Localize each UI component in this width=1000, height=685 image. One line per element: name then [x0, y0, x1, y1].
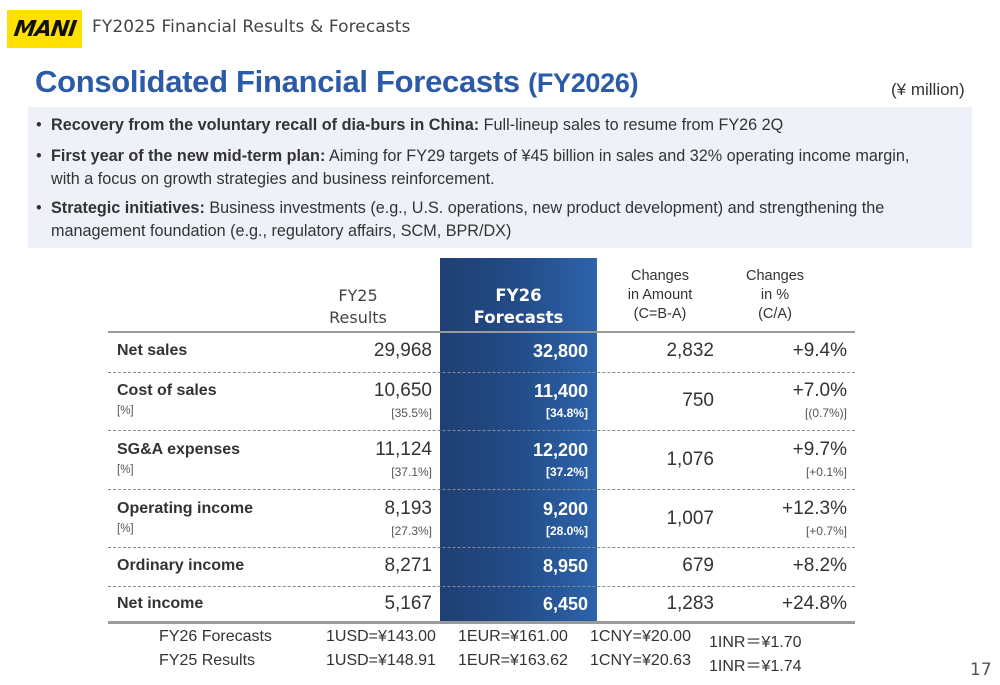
- fy26-value: 8,950: [542, 556, 588, 576]
- bullet-item: • Strategic initiatives: Business invest…: [36, 197, 941, 243]
- fy26-ratio: [37.2%]: [545, 465, 588, 479]
- fx-eur: 1EUR=¥163.62: [458, 652, 568, 669]
- fx-label: FY26 Forecasts: [159, 628, 272, 645]
- fy25-value: 8,193: [384, 498, 432, 519]
- row-label: Net income: [117, 595, 204, 612]
- row-label: Operating income: [117, 500, 254, 517]
- page-title-main: Consolidated Financial Forecasts: [35, 64, 520, 99]
- bullet-text: Aiming for FY29 targets of ¥45 billion i…: [51, 147, 910, 188]
- change-percent: +8.2%: [792, 555, 847, 576]
- fy26-value: 9,200: [542, 499, 588, 519]
- fy25-value: 10,650: [373, 380, 432, 401]
- row-divider: [108, 430, 855, 431]
- change-ratio: [+0.1%]: [805, 465, 847, 479]
- fx-label: FY25 Results: [159, 652, 256, 669]
- bullet-dot-icon: •: [36, 199, 42, 217]
- fy25-value: 8,271: [384, 555, 432, 576]
- fx-inr: 1INR＝¥1.70: [709, 634, 802, 651]
- change-amount: 750: [682, 390, 714, 411]
- header-changes-amount: Changes in Amount (C=B-A): [627, 268, 693, 322]
- row-sub-label: [%]: [117, 405, 134, 417]
- bullet-dot-icon: •: [36, 147, 42, 165]
- row-divider: [108, 547, 855, 548]
- fx-cny: 1CNY=¥20.00: [590, 628, 691, 645]
- page-number: 17: [970, 660, 992, 680]
- header-fy26-forecasts: FY26 Forecasts: [473, 286, 564, 327]
- fy26-value: 32,800: [532, 341, 588, 361]
- page-title-sub: (FY2026): [528, 68, 639, 98]
- fx-usd: 1USD=¥148.91: [326, 652, 436, 669]
- change-amount: 1,007: [666, 508, 714, 529]
- row-label: Cost of sales: [117, 382, 217, 399]
- change-amount: 1,076: [666, 449, 714, 470]
- header-fy25-results: FY25 Results: [329, 286, 387, 327]
- change-percent: +9.4%: [792, 340, 847, 361]
- fy26-value: 12,200: [532, 440, 588, 460]
- fy25-value: 11,124: [375, 439, 432, 460]
- table-bottom-border: [108, 621, 855, 624]
- bullet-heading: First year of the new mid-term plan:: [51, 147, 326, 165]
- change-amount: 679: [682, 555, 714, 576]
- header-changes-percent: Changes in % (C/A): [745, 268, 805, 322]
- fy25-ratio: [37.1%]: [391, 465, 432, 479]
- bullet-item: • Recovery from the voluntary recall of …: [36, 114, 941, 137]
- change-percent: +12.3%: [782, 498, 847, 519]
- fy25-ratio: [35.5%]: [391, 406, 432, 420]
- bullet-heading: Recovery from the voluntary recall of di…: [51, 116, 480, 134]
- change-amount: 1,283: [666, 593, 714, 614]
- bullet-text: Business investments (e.g., U.S. operati…: [51, 199, 885, 240]
- change-ratio: [+0.7%]: [805, 524, 847, 538]
- row-divider: [108, 489, 855, 490]
- fy26-value: 6,450: [542, 594, 588, 614]
- change-percent: +24.8%: [782, 593, 847, 614]
- row-divider: [108, 372, 855, 373]
- row-label: Ordinary income: [117, 557, 245, 574]
- bullet-text: Full-lineup sales to resume from FY26 2Q: [479, 116, 784, 134]
- page-title: Consolidated Financial Forecasts (FY2026…: [35, 64, 639, 100]
- row-sub-label: [%]: [117, 464, 134, 476]
- fx-usd: 1USD=¥143.00: [326, 628, 436, 645]
- fx-cny: 1CNY=¥20.63: [590, 652, 691, 669]
- logo-text: MANI: [11, 16, 78, 42]
- fx-eur: 1EUR=¥161.00: [458, 628, 568, 645]
- summary-box: • Recovery from the voluntary recall of …: [28, 107, 972, 248]
- fy25-ratio: [27.3%]: [391, 524, 432, 538]
- unit-label: (¥ million): [891, 80, 965, 99]
- header-divider: [108, 331, 855, 333]
- row-divider: [108, 586, 855, 587]
- fy25-value: 5,167: [384, 593, 432, 614]
- fy26-ratio: [34.8%]: [545, 406, 588, 420]
- bullet-item: • First year of the new mid-term plan: A…: [36, 145, 941, 191]
- row-label: SG&A expenses: [117, 441, 241, 458]
- fy26-ratio: [28.0%]: [545, 524, 588, 538]
- change-ratio: [(0.7%)]: [804, 406, 847, 420]
- bullet-dot-icon: •: [36, 116, 42, 134]
- change-percent: +9.7%: [792, 439, 847, 460]
- fy25-value: 29,968: [373, 340, 432, 361]
- fx-inr: 1INR＝¥1.74: [709, 658, 802, 675]
- change-percent: +7.0%: [792, 380, 847, 401]
- deck-title: FY2025 Financial Results & Forecasts: [92, 17, 411, 37]
- row-label: Net sales: [117, 342, 188, 359]
- company-logo: MANI: [7, 10, 82, 48]
- change-amount: 2,832: [666, 340, 714, 361]
- bullet-heading: Strategic initiatives:: [51, 199, 205, 217]
- row-sub-label: [%]: [117, 523, 134, 535]
- fy26-value: 11,400: [533, 381, 588, 401]
- forecast-column-highlight: [440, 258, 597, 622]
